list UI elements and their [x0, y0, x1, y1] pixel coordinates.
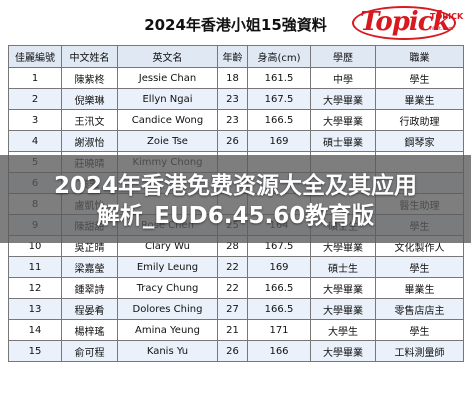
cell-chinese-name: 鍾翠詩	[61, 277, 118, 299]
cell-chinese-name: 楊梓瑤	[61, 319, 118, 341]
cell-number: 2	[8, 88, 62, 110]
cell-age: 27	[217, 298, 248, 320]
cell-english-name: Kanis Yu	[117, 340, 218, 362]
cell-occupation: 鋼琴家	[375, 130, 464, 152]
table-row: 1 陳紫柊 Jessie Chan 18 161.5 中學 學生	[8, 67, 464, 89]
cell-occupation: 畢業生	[375, 277, 464, 299]
cell-education: 中學	[310, 67, 376, 89]
table-header-row: 佳麗編號 中文姓名 英文名 年齡 身高(cm) 學歷 職業	[8, 45, 464, 68]
cell-occupation: 工料測量師	[375, 340, 464, 362]
topick-logo: Topick TOPICK hket.com	[352, 4, 464, 42]
banner-line-1: 2024年香港免费资源大全及其应用	[53, 173, 417, 199]
cell-education: 大學畢業	[310, 340, 376, 362]
cell-english-name: Tracy Chung	[117, 277, 218, 299]
cell-chinese-name: 倪樂琳	[61, 88, 118, 110]
cell-height: 167.5	[247, 88, 311, 110]
cell-number: 4	[8, 130, 62, 152]
cell-age: 22	[217, 256, 248, 278]
cell-height: 169	[247, 130, 311, 152]
cell-number: 14	[8, 319, 62, 341]
cell-number: 13	[8, 298, 62, 320]
cell-height: 166.5	[247, 277, 311, 299]
document-title: 2024年香港小姐15強資料	[144, 16, 327, 34]
table-row: 2 倪樂琳 Ellyn Ngai 23 167.5 大學畢業 畢業生	[8, 88, 464, 110]
cell-number: 12	[8, 277, 62, 299]
column-header-chinese-name: 中文姓名	[61, 45, 118, 68]
column-header-number: 佳麗編號	[8, 45, 62, 68]
cell-occupation: 畢業生	[375, 88, 464, 110]
column-header-age: 年齡	[217, 45, 248, 68]
column-header-english-name: 英文名	[117, 45, 218, 68]
cell-number: 11	[8, 256, 62, 278]
overlay-banner: 2024年香港免费资源大全及其应用 解析_EUD6.45.60教育版	[0, 155, 471, 243]
cell-english-name: Zoie Tse	[117, 130, 218, 152]
logo-site-text: hket.com	[430, 26, 454, 32]
cell-chinese-name: 俞可程	[61, 340, 118, 362]
table-row: 14 楊梓瑤 Amina Yeung 21 171 大學生 學生	[8, 319, 464, 341]
cell-age: 23	[217, 109, 248, 131]
table-row: 15 俞可程 Kanis Yu 26 166 大學畢業 工料測量師	[8, 340, 464, 362]
cell-chinese-name: 王汛文	[61, 109, 118, 131]
cell-occupation: 學生	[375, 256, 464, 278]
cell-occupation: 零售店店主	[375, 298, 464, 320]
cell-number: 1	[8, 67, 62, 89]
cell-education: 大學畢業	[310, 109, 376, 131]
cell-height: 166.5	[247, 109, 311, 131]
cell-occupation: 學生	[375, 67, 464, 89]
table-row: 13 程晏肴 Dolores Ching 27 166.5 大學畢業 零售店店主	[8, 298, 464, 320]
cell-height: 161.5	[247, 67, 311, 89]
cell-height: 171	[247, 319, 311, 341]
table-row: 12 鍾翠詩 Tracy Chung 22 166.5 大學畢業 畢業生	[8, 277, 464, 299]
table-row: 4 謝淑怡 Zoie Tse 26 169 碩士畢業 鋼琴家	[8, 130, 464, 152]
cell-education: 大學畢業	[310, 277, 376, 299]
cell-education: 碩士畢業	[310, 130, 376, 152]
cell-height: 166.5	[247, 298, 311, 320]
column-header-occupation: 職業	[375, 45, 464, 68]
cell-age: 26	[217, 130, 248, 152]
cell-number: 15	[8, 340, 62, 362]
cell-chinese-name: 謝淑怡	[61, 130, 118, 152]
logo-wordmark: Topick	[360, 7, 451, 37]
cell-age: 22	[217, 277, 248, 299]
cell-chinese-name: 梁嘉瑩	[61, 256, 118, 278]
logo-small-text: TOPICK	[430, 12, 464, 21]
cell-age: 21	[217, 319, 248, 341]
cell-education: 大學畢業	[310, 298, 376, 320]
cell-chinese-name: 陳紫柊	[61, 67, 118, 89]
cell-age: 23	[217, 88, 248, 110]
column-header-height: 身高(cm)	[247, 45, 311, 68]
cell-height: 166	[247, 340, 311, 362]
table-row: 11 梁嘉瑩 Emily Leung 22 169 碩士生 學生	[8, 256, 464, 278]
cell-english-name: Candice Wong	[117, 109, 218, 131]
banner-line-2: 解析_EUD6.45.60教育版	[96, 203, 375, 229]
banner-text: 2024年香港免费资源大全及其应用 解析_EUD6.45.60教育版	[0, 171, 471, 231]
cell-english-name: Ellyn Ngai	[117, 88, 218, 110]
cell-education: 大學畢業	[310, 88, 376, 110]
cell-age: 26	[217, 340, 248, 362]
table-row: 3 王汛文 Candice Wong 23 166.5 大學畢業 行政助理	[8, 109, 464, 131]
cell-english-name: Jessie Chan	[117, 67, 218, 89]
cell-english-name: Amina Yeung	[117, 319, 218, 341]
cell-age: 18	[217, 67, 248, 89]
cell-occupation: 行政助理	[375, 109, 464, 131]
logo-ring	[352, 6, 456, 40]
column-header-education: 學歷	[310, 45, 376, 68]
cell-english-name: Emily Leung	[117, 256, 218, 278]
cell-number: 3	[8, 109, 62, 131]
cell-occupation: 學生	[375, 319, 464, 341]
cell-english-name: Dolores Ching	[117, 298, 218, 320]
cell-education: 碩士生	[310, 256, 376, 278]
cell-height: 169	[247, 256, 311, 278]
cell-education: 大學生	[310, 319, 376, 341]
cell-chinese-name: 程晏肴	[61, 298, 118, 320]
